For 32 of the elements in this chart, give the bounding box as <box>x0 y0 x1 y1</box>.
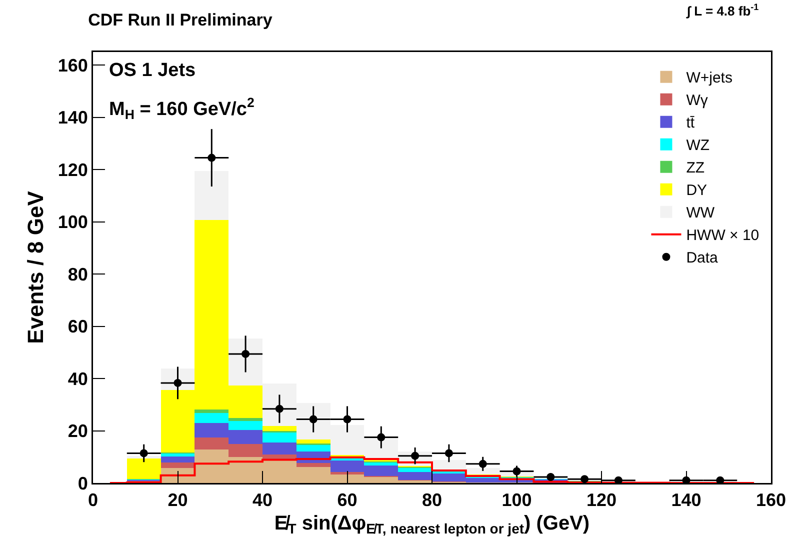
y-tick-label: 60 <box>68 316 88 337</box>
x-tick-label: 160 <box>756 490 786 510</box>
y-tick-label: 160 <box>58 55 88 76</box>
text: ∫ L = 4.8 fb$^{-1}$ <box>686 2 759 18</box>
y-tick-label: 0 <box>78 473 88 494</box>
legend-label: Wγ <box>686 92 708 110</box>
y-tick-label: 140 <box>58 108 88 128</box>
y-tick-label: 80 <box>68 264 88 284</box>
x-tick-label: 140 <box>671 490 702 510</box>
x-tick-label: 120 <box>586 490 617 510</box>
legend-label: tt̄ <box>686 114 696 132</box>
x-axis-title: E̸$_{T}$ sin(Δφ$_{E̸T, nearest lepton or jet}$) (GeV) <box>274 512 590 537</box>
legend-label: DY <box>686 182 708 200</box>
chart-title: CDF Run II Preliminary <box>88 10 273 30</box>
y-axis-title: Events / 8 GeV <box>22 190 48 344</box>
y-tick-label: 120 <box>58 160 88 180</box>
x-tick-label: 20 <box>168 490 188 510</box>
x-tick-label: 60 <box>337 490 358 510</box>
annotation: M$_{H}$ = 160 GeV/c$^{2}$ <box>109 95 254 122</box>
y-tick-label: 100 <box>58 212 88 232</box>
legend-label: WW <box>686 204 716 222</box>
y-tick-label: 40 <box>68 368 88 389</box>
x-tick-label: 100 <box>502 490 532 510</box>
legend-label: WZ <box>686 137 710 154</box>
y-tick-label: 20 <box>68 421 88 442</box>
x-tick-label: 40 <box>252 490 273 510</box>
x-tick-label: 80 <box>422 490 442 510</box>
legend-label: Data <box>686 250 719 267</box>
legend-label: ZZ <box>686 160 705 177</box>
legend-label: W+jets <box>686 70 732 87</box>
legend-label: HWW × 10 <box>686 227 760 244</box>
annotation: OS 1 Jets <box>109 60 196 81</box>
